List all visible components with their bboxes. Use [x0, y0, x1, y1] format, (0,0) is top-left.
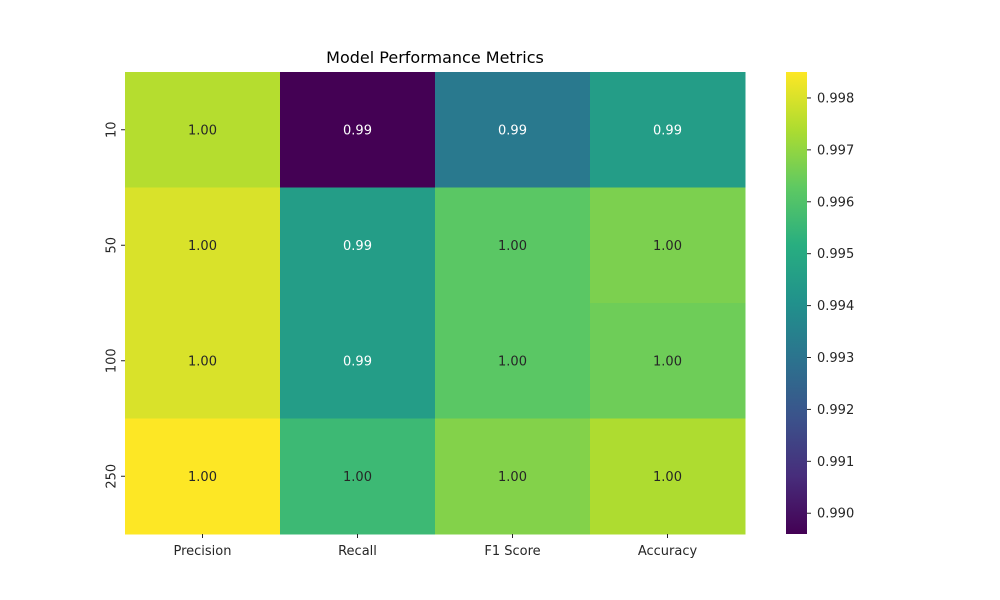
- colorbar-tick-label: 0.990: [817, 507, 854, 522]
- colorbar-tick-label: 0.992: [817, 403, 854, 418]
- cell-annotation: 1.00: [188, 123, 217, 138]
- colorbar-tick-label: 0.995: [817, 247, 854, 262]
- cell-annotation: 1.00: [188, 239, 217, 254]
- cell-annotation: 0.99: [343, 123, 372, 138]
- heatmap-cell: [280, 303, 436, 419]
- colorbar-tick-label: 0.991: [817, 455, 854, 470]
- heatmap-cell: [435, 187, 591, 304]
- chart-title: Model Performance Metrics: [326, 48, 544, 67]
- y-axis: 10 50 100 250: [105, 121, 125, 489]
- heatmap-cells: 1.00 0.99 0.99 0.99 1.00 0.99 1.00 1.00 1.00 0.99…: [125, 72, 746, 535]
- heatmap-cell: [435, 303, 591, 419]
- cell-annotation: 1.00: [188, 470, 217, 485]
- cell-annotation: 1.00: [653, 354, 682, 369]
- heatmap-cell: [125, 187, 281, 304]
- x-tick-label: F1 Score: [484, 544, 540, 559]
- cell-annotation: 0.99: [498, 123, 527, 138]
- heatmap-cell: [125, 303, 281, 419]
- y-tick-label: 50: [105, 237, 120, 254]
- heatmap-cell: [280, 418, 436, 535]
- colorbar: 0.990 0.991 0.992 0.993 0.994 0.995 0.996 0.997…: [786, 72, 854, 534]
- heatmap-cell: [590, 72, 746, 188]
- cell-annotation: 1.00: [498, 354, 527, 369]
- cell-annotation: 1.00: [653, 239, 682, 254]
- x-axis: Precision Recall F1 Score Accuracy: [173, 534, 697, 559]
- heatmap-cell: [280, 187, 436, 304]
- heatmap-cell: [435, 72, 591, 188]
- y-tick-label: 250: [105, 464, 120, 489]
- heatmap-cell: [590, 187, 746, 304]
- cell-annotation: 0.99: [653, 123, 682, 138]
- colorbar-tick-label: 0.994: [817, 299, 854, 314]
- y-tick-label: 10: [105, 121, 120, 138]
- cell-annotation: 1.00: [343, 470, 372, 485]
- colorbar-tick-label: 0.993: [817, 351, 854, 366]
- x-tick-label: Accuracy: [638, 544, 698, 559]
- cell-annotation: 1.00: [653, 470, 682, 485]
- cell-annotation: 1.00: [188, 354, 217, 369]
- cell-annotation: 1.00: [498, 470, 527, 485]
- x-tick-label: Recall: [338, 544, 377, 559]
- cell-annotation: 0.99: [343, 354, 372, 369]
- heatmap-cell: [590, 418, 746, 535]
- heatmap-cell: [125, 72, 281, 188]
- y-tick-label: 100: [105, 348, 120, 373]
- heatmap-cell: [280, 72, 436, 188]
- cell-annotation: 0.99: [343, 239, 372, 254]
- cell-annotation: 1.00: [498, 239, 527, 254]
- colorbar-ticks: 0.990 0.991 0.992 0.993 0.994 0.995 0.996 0.997…: [807, 91, 854, 522]
- heatmap-cell: [435, 418, 591, 535]
- colorbar-tick-label: 0.996: [817, 195, 854, 210]
- heatmap-cell: [125, 418, 281, 535]
- colorbar-gradient: [786, 72, 807, 534]
- colorbar-tick-label: 0.998: [817, 91, 854, 106]
- x-tick-label: Precision: [173, 544, 231, 559]
- heatmap-cell: [590, 303, 746, 419]
- colorbar-tick-label: 0.997: [817, 143, 854, 158]
